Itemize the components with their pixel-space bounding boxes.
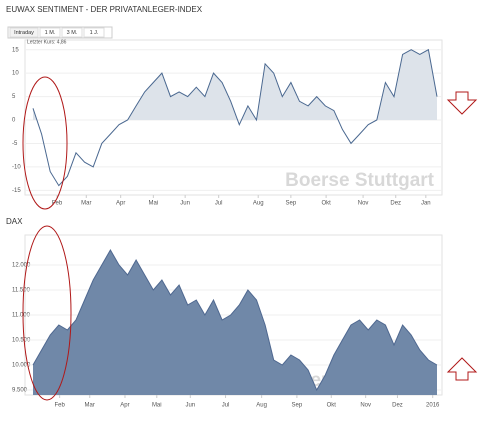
highlight-ellipse	[22, 225, 72, 401]
x-tick-label: Aug	[256, 403, 267, 409]
x-tick-label: Jul	[215, 201, 223, 207]
tab-label[interactable]: 1 J.	[90, 30, 99, 36]
x-tick-label: Mai	[152, 403, 162, 409]
tab[interactable]	[61, 27, 83, 38]
y-tick-label: 11.500	[12, 288, 31, 294]
x-tick-label: Mar	[85, 403, 95, 409]
y-tick-label: 15	[12, 47, 19, 53]
y-tick-label: -10	[12, 164, 21, 170]
line	[32, 248, 438, 392]
x-tick-label: Okt	[321, 201, 331, 207]
line	[32, 48, 438, 187]
x-tick-label: Sep	[292, 403, 303, 409]
watermark: Boerse Stuttgart	[285, 170, 435, 191]
y-tick-label: 10	[12, 71, 19, 77]
y-tick-label: 10.500	[12, 338, 31, 344]
tab-label[interactable]: Intraday	[14, 30, 34, 36]
x-tick-label: 2016	[426, 403, 440, 409]
last-price: Letzter Kurs: 4,86	[27, 39, 67, 45]
x-tick-label: Jul	[222, 403, 230, 409]
area	[33, 250, 437, 395]
x-tick-label: Nov	[358, 201, 369, 207]
chart-title: DAX	[6, 217, 23, 226]
tab[interactable]	[39, 27, 61, 38]
highlight-ellipse	[22, 76, 68, 210]
tab-label[interactable]: 3 M.	[67, 30, 78, 36]
y-tick-label: -15	[12, 188, 21, 194]
y-tick-label: -5	[12, 141, 18, 147]
y-tick-label: 12.000	[12, 263, 31, 269]
x-tick-label: Aug	[253, 201, 264, 207]
x-tick-label: Jan	[421, 201, 431, 207]
x-tick-label: Apr	[116, 201, 125, 207]
x-tick-label: Feb	[54, 403, 65, 409]
tab[interactable]	[9, 27, 39, 38]
x-tick-label: Jun	[185, 403, 195, 409]
x-tick-label: Sep	[286, 201, 297, 207]
y-tick-label: 5	[12, 94, 16, 100]
x-tick-label: Nov	[360, 403, 371, 409]
x-tick-label: Dez	[390, 201, 401, 207]
x-tick-label: Jun	[180, 201, 190, 207]
tab[interactable]	[83, 27, 105, 38]
x-tick-label: Mai	[149, 201, 159, 207]
y-tick-label: 11.000	[12, 313, 31, 319]
x-tick-label: Mar	[81, 201, 91, 207]
x-tick-label: Dez	[392, 403, 403, 409]
down-arrow	[446, 91, 478, 115]
y-tick-label: 0	[12, 118, 16, 124]
tab-label[interactable]: 1 M.	[45, 30, 56, 36]
x-tick-label: Okt	[327, 403, 337, 409]
y-tick-label: 9.500	[12, 388, 28, 394]
up-arrow	[446, 357, 478, 381]
x-tick-label: Feb	[52, 201, 63, 207]
chart-title: EUWAX SENTIMENT - DER PRIVATANLEGER-INDE…	[6, 5, 203, 14]
y-tick-label: 10.000	[12, 363, 31, 369]
x-tick-label: Apr	[120, 403, 129, 409]
area	[33, 49, 437, 120]
